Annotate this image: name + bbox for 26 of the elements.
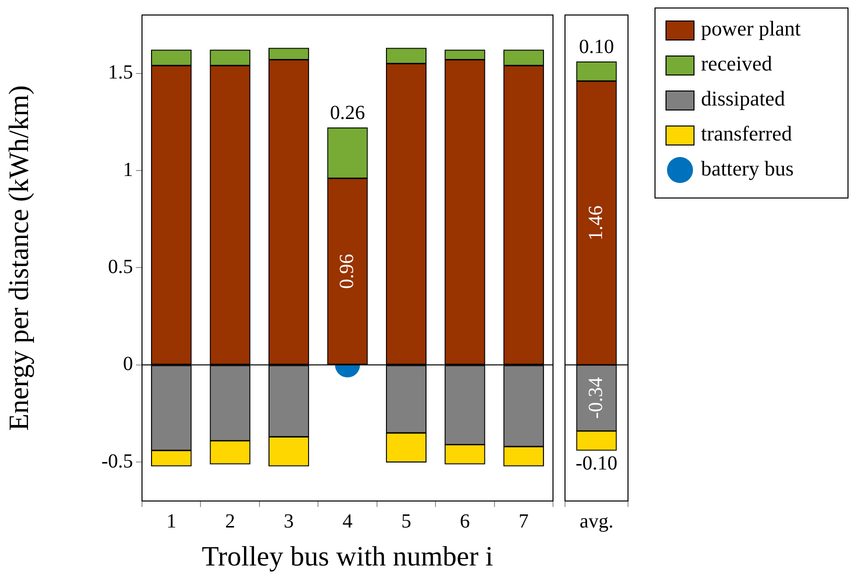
y-axis-title: Energy per distance (kWh/km): [4, 85, 36, 431]
y-tick-label: 1.5: [108, 62, 133, 84]
x-tick-label: 3: [284, 510, 294, 532]
legend-label: power plant: [701, 16, 801, 41]
data-label: -0.10: [576, 452, 618, 475]
data-label: 0.96: [336, 254, 358, 289]
y-tick-label: 0.5: [108, 256, 133, 278]
data-label: 0.10: [579, 36, 614, 58]
data-label: -0.34: [584, 377, 607, 419]
x-tick-label: 5: [401, 510, 412, 532]
data-label: 0.26: [330, 102, 365, 124]
legend-label: dissipated: [701, 86, 786, 111]
legend-label: transferred: [701, 122, 792, 146]
x-tick-label: 4: [342, 510, 352, 532]
data-label: 1.46: [584, 206, 607, 241]
x-axis-title: Trolley bus with number i: [202, 542, 494, 573]
x-tick-label: 7: [518, 510, 529, 532]
x-tick-label: 1: [166, 510, 176, 532]
y-tick-label: 0: [123, 353, 133, 376]
y-tick-label: -0.5: [101, 450, 133, 472]
x-tick-label: 2: [225, 510, 236, 532]
legend-label: received: [701, 52, 773, 76]
x-tick-label: 6: [460, 510, 470, 532]
x-tick-label: avg.: [580, 510, 614, 532]
y-tick-label: 1: [123, 158, 133, 181]
legend-label: battery bus: [701, 156, 794, 181]
